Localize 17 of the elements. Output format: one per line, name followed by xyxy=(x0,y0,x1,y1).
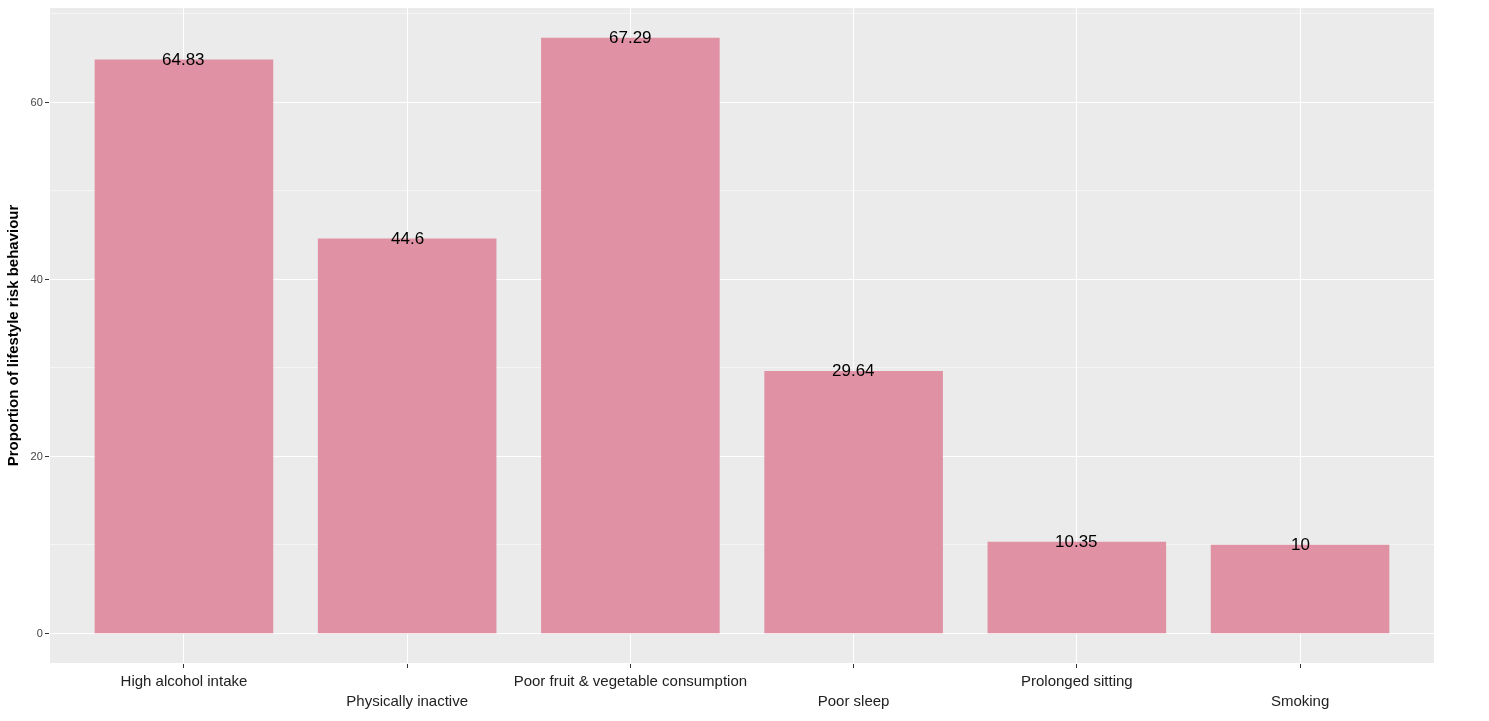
y-axis-title: Proportion of lifestyle risk behaviour xyxy=(3,204,21,467)
x-tick-label: Smoking xyxy=(1270,691,1330,709)
y-tick-label: 20 xyxy=(30,450,43,463)
x-tick-label: Poor sleep xyxy=(817,691,890,709)
data-label: 64.83 xyxy=(162,50,205,69)
data-label: 44.6 xyxy=(391,229,425,248)
x-tick-label: Prolonged sitting xyxy=(1020,672,1133,689)
x-tick-label: Poor fruit & vegetable consumption xyxy=(513,672,748,689)
data-label: 29.64 xyxy=(832,361,875,380)
y-tick-label: 60 xyxy=(30,96,43,109)
data-label: 10 xyxy=(1291,535,1310,554)
y-tick-label: 0 xyxy=(36,627,43,640)
x-tick-label: High alcohol intake xyxy=(120,672,248,689)
data-label: 10.35 xyxy=(1055,532,1098,551)
y-tick-label: 40 xyxy=(30,273,43,286)
data-label: 67.29 xyxy=(609,28,652,47)
x-tick-label: Physically inactive xyxy=(346,691,469,709)
